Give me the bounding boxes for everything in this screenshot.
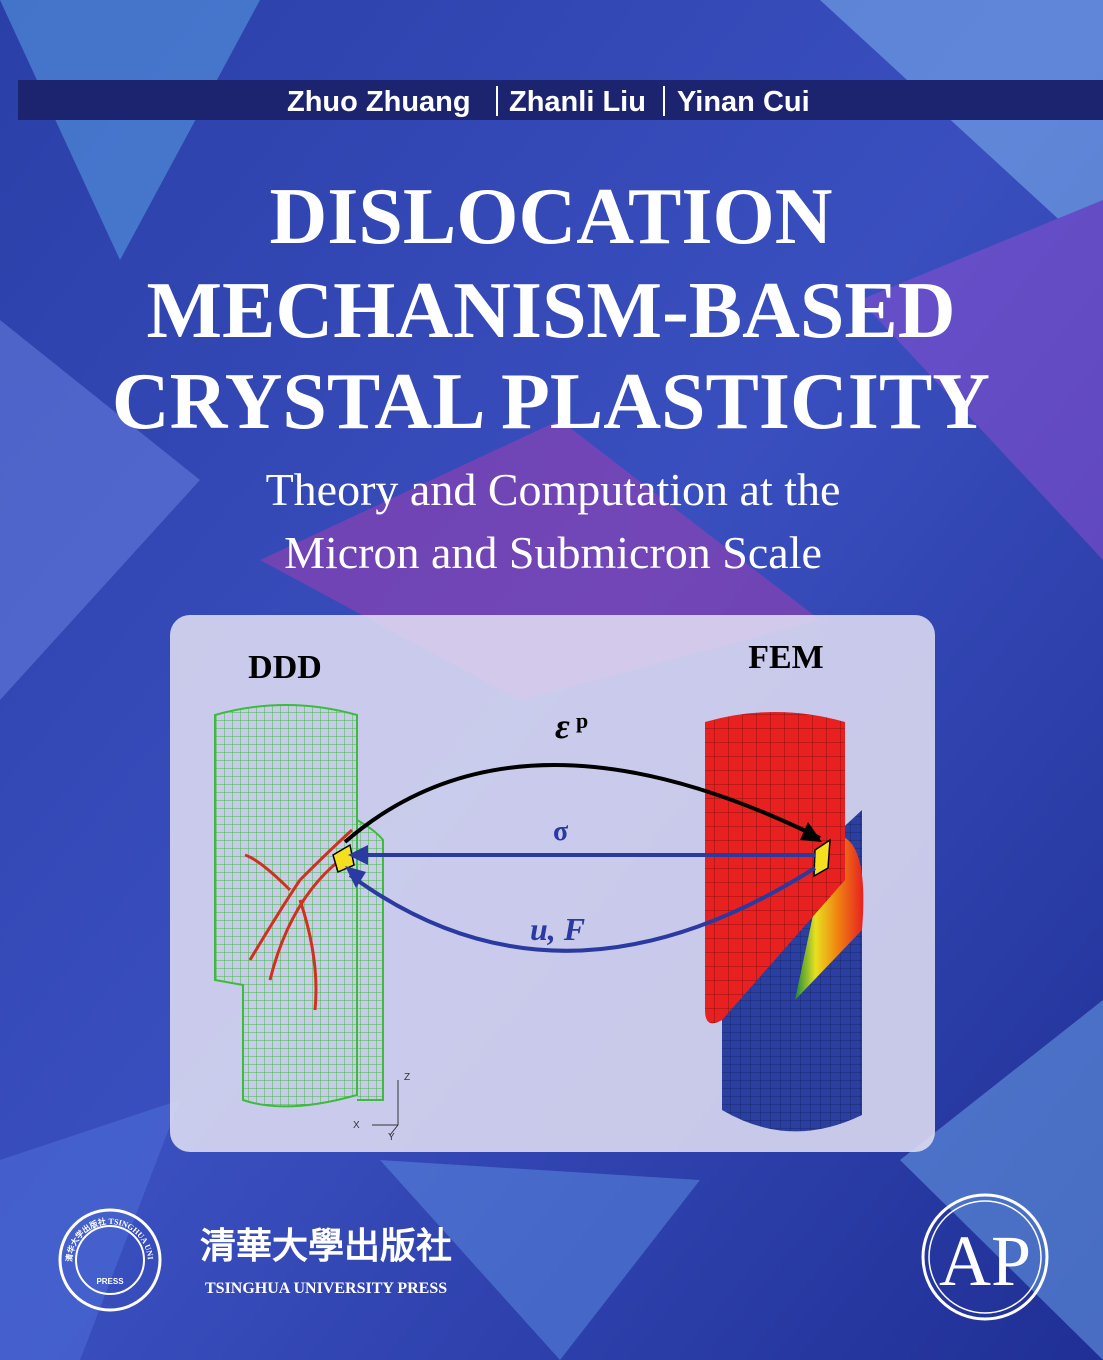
author-band	[18, 80, 1103, 120]
subtitle-line: Theory and Computation at the	[266, 464, 841, 515]
title-line: CRYSTAL PLASTICITY	[112, 358, 990, 446]
ddd-cylinder	[214, 704, 384, 1108]
publisher-chinese: 清華大學出版社	[200, 1226, 452, 1266]
arrows	[343, 763, 822, 953]
figure-label: DDD	[248, 649, 322, 686]
publisher-name: TSINGHUA UNIVERSITY PRESS	[205, 1280, 447, 1297]
axes: Z X Y	[353, 1072, 410, 1143]
arrow-label-superscript: p	[576, 708, 588, 733]
arrow-label: u, F	[530, 911, 585, 947]
figure: DDD FEM ε p σ u, F Z X Y	[170, 615, 935, 1152]
axis-label: X	[353, 1120, 360, 1131]
axis-label: Y	[388, 1132, 395, 1143]
ap-text: AP	[939, 1221, 1031, 1301]
author: Zhanli Liu	[509, 86, 646, 118]
seal-press: PRESS	[96, 1277, 124, 1286]
author: Zhuo Zhuang	[287, 86, 471, 118]
axis-label: Z	[404, 1072, 410, 1083]
author: Yinan Cui	[677, 86, 810, 118]
ap-logo: AP	[921, 1193, 1049, 1321]
title-line: MECHANISM-BASED	[147, 267, 956, 355]
fem-cylinder	[705, 712, 864, 1132]
title-line: DISLOCATION	[269, 173, 832, 261]
arrow-label: σ	[553, 816, 569, 847]
arrow-label: ε	[555, 706, 570, 746]
subtitle-line: Micron and Submicron Scale	[284, 527, 822, 578]
figure-label: FEM	[748, 639, 824, 676]
